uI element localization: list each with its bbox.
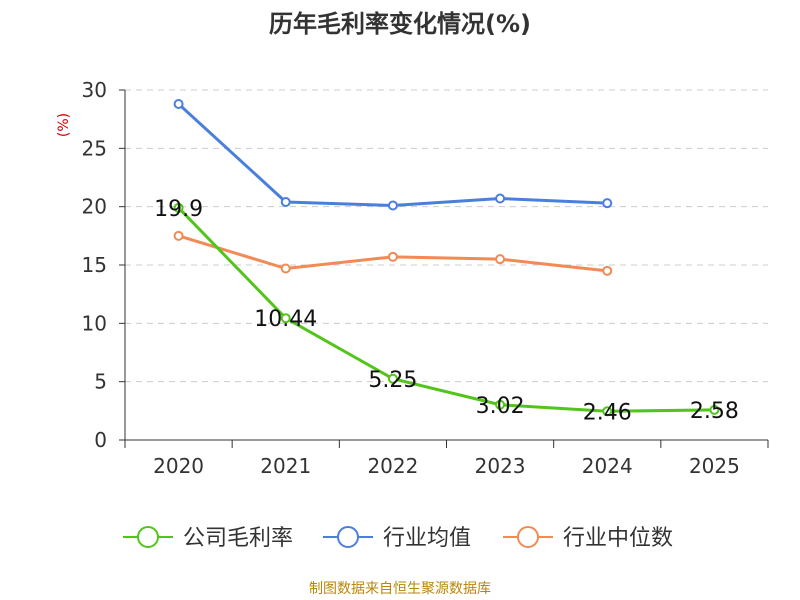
x-tick-label: 2021: [260, 454, 311, 478]
chart-title: 历年毛利率变化情况(%): [269, 10, 531, 38]
y-tick-label: 0: [94, 428, 107, 452]
data-label: 2.58: [690, 399, 739, 424]
data-point: [495, 254, 506, 265]
y-tick-label: 20: [82, 195, 107, 219]
y-tick-label: 25: [82, 136, 107, 160]
data-point: [280, 197, 291, 207]
legend-swatch-marker: [137, 526, 159, 548]
legend-label: 行业中位数: [563, 526, 673, 551]
data-point: [173, 230, 184, 241]
x-tick-label: 2023: [475, 454, 526, 478]
data-point: [495, 399, 506, 410]
y-tick-label: 30: [82, 78, 107, 102]
source-note: 制图数据来自恒生聚源数据库: [309, 581, 491, 597]
y-tick-label: 10: [82, 311, 107, 335]
data-point: [387, 251, 398, 262]
data-label: 19.9: [154, 197, 203, 222]
data-point: [495, 193, 506, 204]
x-tick-label: 2024: [582, 454, 633, 478]
series-layer: [173, 99, 720, 417]
data-point: [602, 265, 613, 276]
data-point: [173, 202, 184, 213]
data-point: [173, 99, 184, 109]
data-point: [602, 406, 613, 417]
legend-label: 公司毛利率: [183, 526, 293, 551]
x-tick-label: 2020: [153, 454, 204, 478]
data-label: 3.02: [476, 394, 525, 419]
data-point: [280, 313, 291, 324]
y-axis-label: (%): [56, 113, 72, 137]
data-label: 2.46: [583, 400, 632, 425]
data-point: [387, 373, 398, 384]
legend-swatch-marker: [337, 526, 359, 548]
legend: 公司毛利率 行业均值 行业中位数: [123, 526, 673, 551]
data-point: [280, 263, 291, 274]
series-line: [177, 206, 715, 413]
data-point: [709, 404, 720, 415]
x-tick-label: 2022: [367, 454, 418, 478]
x-tick-label: 2025: [689, 454, 740, 478]
legend-swatch-marker: [517, 526, 539, 548]
y-tick-label: 5: [94, 370, 107, 394]
data-label: 10.44: [254, 307, 317, 332]
data-point: [602, 198, 613, 209]
data-point: [387, 200, 398, 211]
y-tick-label: 15: [82, 253, 107, 277]
data-label: 5.25: [368, 368, 417, 393]
legend-label: 行业均值: [383, 526, 471, 551]
grid-layer: [125, 89, 768, 383]
series-line: [177, 102, 608, 207]
data-label-layer: 19.9 10.44 5.25 3.02 2.46 2.58: [154, 197, 739, 425]
